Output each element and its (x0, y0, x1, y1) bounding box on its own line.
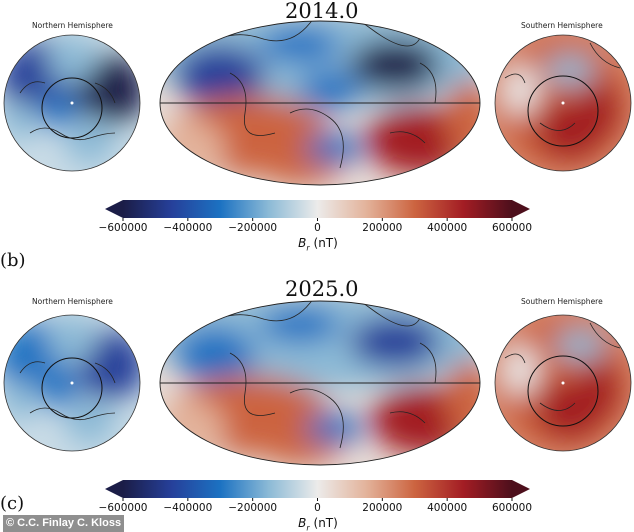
field-patch (47, 315, 97, 365)
colorbar-max-extend (512, 200, 530, 218)
globe-outline (3, 34, 141, 172)
field-patch (445, 360, 480, 440)
coastlines (199, 301, 437, 449)
pole-marker (70, 381, 74, 385)
field-patch (65, 115, 115, 165)
label-subscript: r (306, 523, 310, 532)
pole-marker (561, 101, 565, 105)
colorbar-min-extend (105, 480, 123, 498)
field-patch (555, 330, 605, 360)
field-patch (42, 372, 78, 408)
coastlines (199, 21, 437, 169)
field-patch (4, 380, 40, 420)
pole-marker (561, 381, 565, 385)
magnetic-contour (41, 357, 103, 419)
field-patch (502, 345, 538, 395)
label-unit: (nT) (309, 516, 338, 530)
field-patch (580, 360, 620, 420)
colorbar-label: Br (nT) (298, 516, 338, 532)
colorbar-gradient (123, 200, 512, 218)
magnetic-contour (527, 75, 599, 147)
field-patch (175, 45, 265, 105)
field-patch (502, 65, 538, 115)
panel-b-label: (b) (0, 250, 26, 271)
field-patch (42, 92, 78, 128)
map-outline (159, 300, 481, 466)
field-patch (47, 35, 97, 85)
colorbar-b (105, 480, 530, 501)
coastlines (19, 81, 116, 141)
coastlines (504, 42, 621, 131)
panel-b-south-label: Southern Hemisphere (521, 297, 603, 306)
colorbar-tick-label: 400000 (427, 222, 468, 234)
panel-a-title: 2014.0 (285, 0, 359, 23)
colorbar-tick-label: −400000 (163, 222, 213, 234)
northern-hemisphere-map (4, 35, 140, 171)
field-patch (260, 307, 340, 343)
colorbar-gradient (123, 480, 512, 498)
field-patch (305, 133, 365, 163)
panel-b-title: 2025.0 (285, 277, 359, 301)
field-patch (160, 400, 225, 460)
panel-a-south-label: Southern Hemisphere (521, 21, 603, 30)
field-patch (175, 327, 255, 383)
field-patch (350, 40, 440, 90)
globe-outline (494, 314, 632, 452)
field-patch (160, 120, 225, 180)
label-subscript: r (306, 243, 310, 253)
colorbar-tick-label: −600000 (98, 222, 148, 234)
colorbar-tick-label: −200000 (228, 222, 278, 234)
label-symbol: B (298, 516, 307, 530)
field-patch (350, 317, 440, 367)
colorbar-a (105, 200, 530, 221)
northern-hemisphere-map (4, 315, 140, 451)
pole-marker (70, 101, 74, 105)
field-patch (300, 70, 360, 110)
colorbar-tick-label: −600000 (98, 502, 148, 514)
globe-outline (3, 314, 141, 452)
colorbar-tick-label: 200000 (362, 222, 403, 234)
colorbar-tick-label: 600000 (491, 222, 533, 234)
colorbar-min-extend (105, 200, 123, 218)
magnetic-contour (527, 355, 599, 427)
colorbar-tick-label: −200000 (228, 502, 278, 514)
field-patch (545, 55, 595, 85)
field-patch (65, 395, 115, 445)
colorbar-tick-label: 600000 (491, 502, 533, 514)
label-unit: (nT) (309, 236, 338, 250)
label-symbol: B (298, 236, 307, 250)
global-mollweide-map (160, 21, 480, 185)
panel-c-label: (c) (0, 493, 25, 514)
colorbar-tick-label: 200000 (362, 502, 403, 514)
field-patch (305, 413, 365, 443)
watermark: © C.C. Finlay C. Kloss (3, 515, 125, 532)
colorbar-max-extend (512, 480, 530, 498)
colorbar-tick-label: −400000 (163, 502, 213, 514)
panel-a-north-label: Northern Hemisphere (32, 21, 113, 30)
map-outline (159, 20, 481, 186)
coastlines (19, 361, 116, 421)
coastlines (504, 322, 621, 411)
magnetic-contour (41, 77, 103, 139)
colorbar-label: Br (nT) (298, 236, 338, 252)
field-patch (4, 100, 40, 140)
panel-b-north-label: Northern Hemisphere (32, 297, 113, 306)
field-patch (445, 80, 480, 160)
field-patch (300, 350, 360, 390)
field-patch (260, 27, 340, 63)
colorbar-tick-label: 0 (314, 222, 321, 234)
globe-outline (494, 34, 632, 172)
colorbar-tick-label: 0 (314, 502, 321, 514)
colorbar-tick-label: 400000 (427, 502, 468, 514)
field-patch (580, 80, 620, 140)
